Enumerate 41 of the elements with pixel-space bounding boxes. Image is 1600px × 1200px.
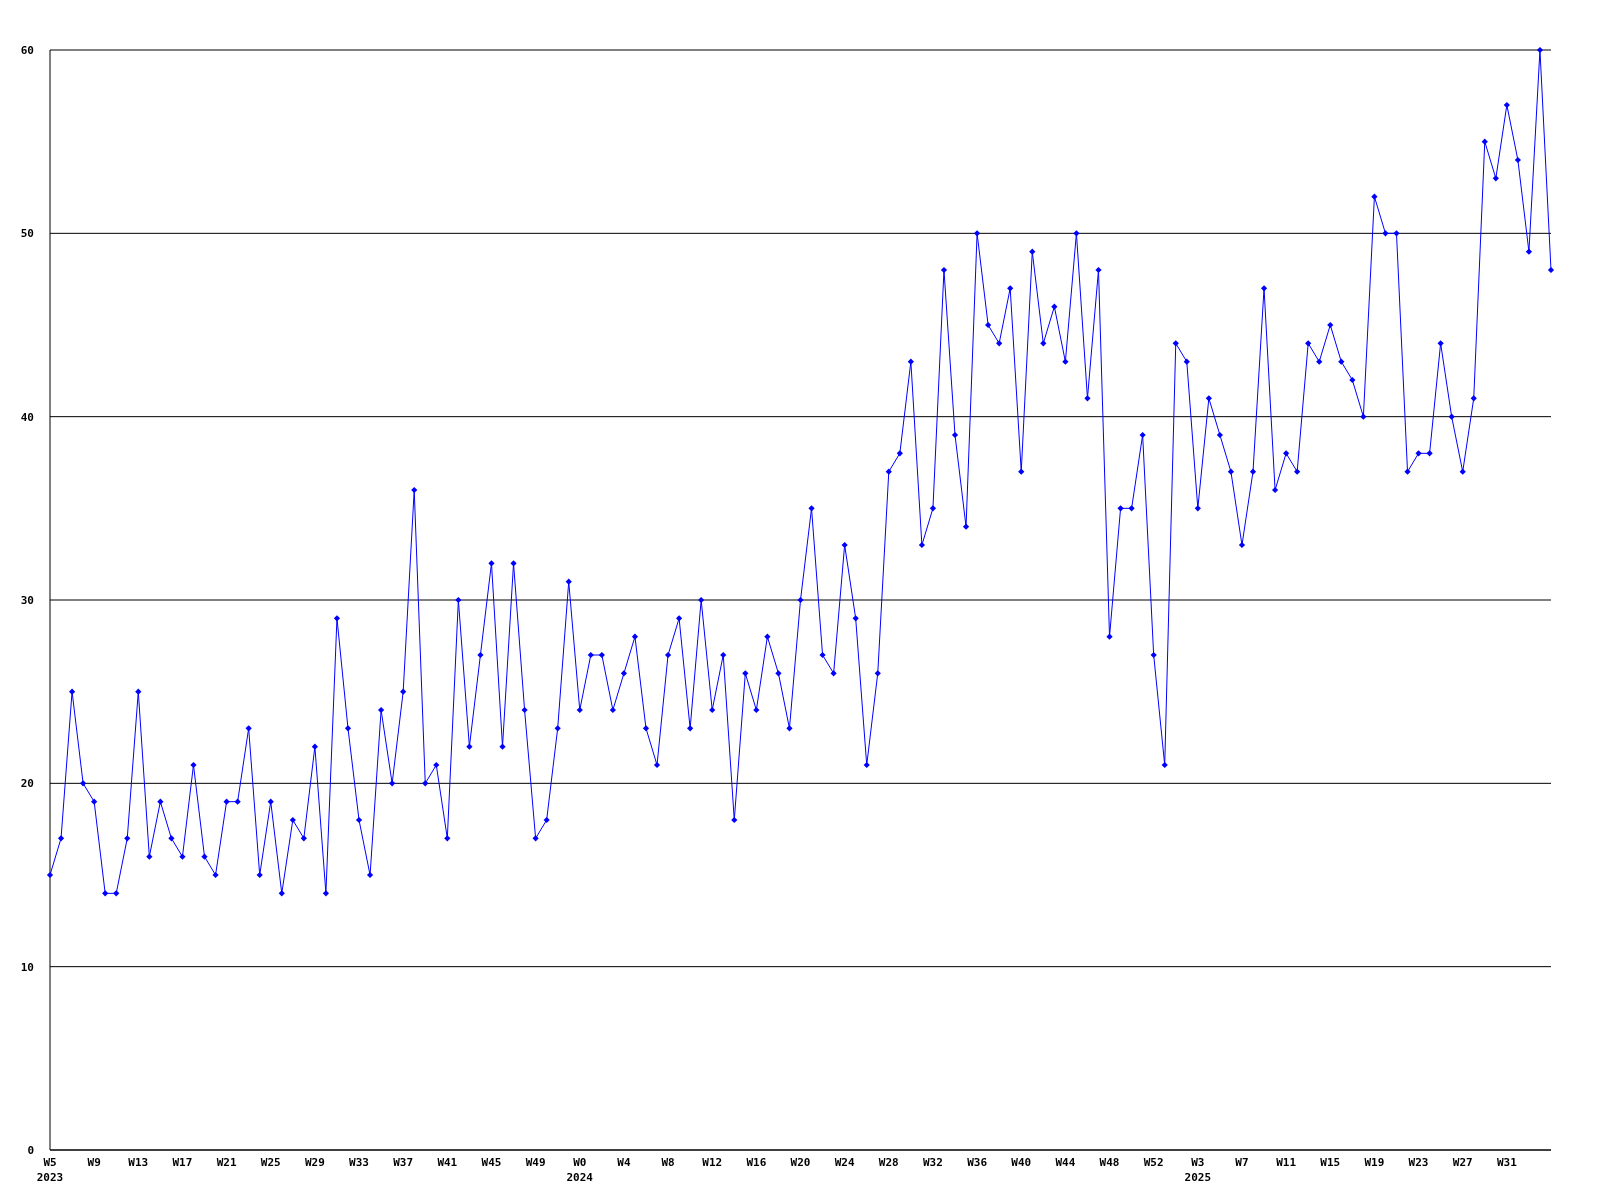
x-tick-label: W21	[216, 1156, 237, 1169]
x-tick-label: W11	[1276, 1156, 1297, 1169]
x-tick-label: W52	[1143, 1156, 1164, 1169]
x-tick-label: W49	[525, 1156, 546, 1169]
x-tick-label: W0 2024	[566, 1156, 594, 1184]
x-tick-label: W37	[393, 1156, 414, 1169]
x-tick-label: W36	[967, 1156, 988, 1169]
x-tick-label: W25	[260, 1156, 281, 1169]
x-tick-label: W40	[1011, 1156, 1032, 1169]
x-tick-label: W48	[1099, 1156, 1120, 1169]
x-tick-label: W16	[746, 1156, 767, 1169]
x-tick-label: W45	[481, 1156, 502, 1169]
x-tick-label: W13	[128, 1156, 149, 1169]
x-tick-label: W9	[87, 1156, 101, 1169]
y-tick-label: 10	[20, 960, 34, 974]
y-tick-label: 30	[20, 593, 34, 607]
x-tick-label: W32	[923, 1156, 943, 1169]
x-tick-label: W12	[702, 1156, 723, 1169]
x-tick-label: W31	[1496, 1156, 1518, 1169]
x-tick-label: W29	[304, 1156, 325, 1169]
x-tick-label: W19	[1364, 1156, 1385, 1169]
y-tick-label: 40	[20, 410, 34, 424]
x-tick-label: W23	[1408, 1156, 1429, 1169]
x-tick-label: W27	[1452, 1156, 1473, 1169]
x-tick-label: W5 2023	[36, 1156, 64, 1184]
x-tick-label: W3 2025	[1184, 1156, 1212, 1184]
x-tick-label: W33	[349, 1156, 369, 1169]
x-tick-label: W15	[1320, 1156, 1341, 1169]
x-tick-label: W28	[878, 1156, 899, 1169]
y-tick-label: 20	[20, 777, 34, 791]
x-tick-label: W7	[1235, 1156, 1249, 1169]
x-tick-label: W20	[790, 1156, 811, 1169]
y-tick-label: 60	[20, 43, 34, 57]
y-tick-label: 0	[27, 1143, 34, 1157]
x-tick-label: W41	[437, 1156, 458, 1169]
x-tick-label: W4	[617, 1156, 631, 1169]
x-tick-label: W24	[834, 1156, 855, 1169]
y-tick-label: 50	[20, 227, 34, 241]
x-tick-label: W8	[661, 1156, 675, 1169]
x-tick-label: W17	[172, 1156, 193, 1169]
x-tick-label: W44	[1055, 1156, 1076, 1169]
